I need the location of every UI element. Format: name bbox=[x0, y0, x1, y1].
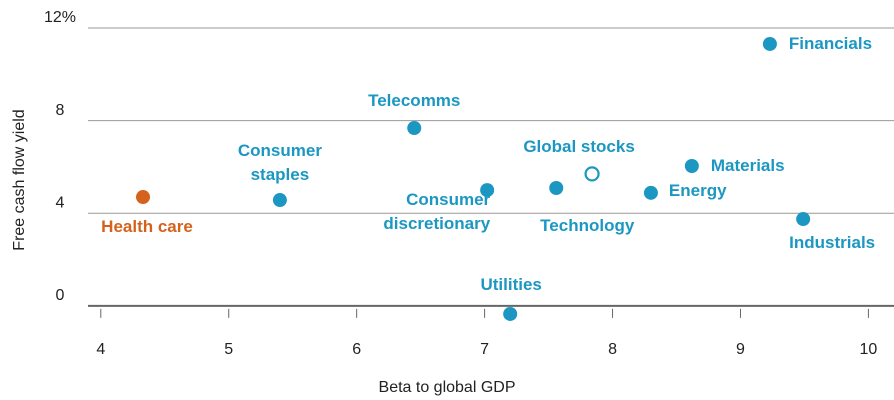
x-tick-label: 7 bbox=[480, 341, 489, 358]
point-label: Telecomms bbox=[368, 92, 460, 111]
x-tick-label: 9 bbox=[736, 341, 745, 358]
point bbox=[584, 166, 600, 182]
x-tick-label: 10 bbox=[860, 341, 878, 358]
y-tick-label: 4 bbox=[56, 194, 65, 211]
point-label: Technology bbox=[540, 216, 635, 235]
point-label: Consumer staples bbox=[238, 142, 322, 185]
x-tick-label: 8 bbox=[608, 341, 617, 358]
point-label: Materials bbox=[711, 156, 785, 175]
point bbox=[407, 121, 422, 136]
y-tick-label: 12% bbox=[44, 9, 76, 26]
x-tick-label: 6 bbox=[352, 341, 361, 358]
point bbox=[549, 180, 564, 195]
point-label: Health care bbox=[101, 218, 193, 237]
y-axis-label: Free cash flow yield bbox=[11, 109, 28, 250]
x-tick-label: 4 bbox=[96, 341, 105, 358]
x-tick-label: 5 bbox=[224, 341, 233, 358]
y-tick-label: 0 bbox=[56, 287, 65, 304]
point bbox=[762, 36, 777, 51]
point bbox=[136, 190, 151, 205]
point bbox=[796, 212, 811, 227]
point-label: Global stocks bbox=[523, 137, 634, 156]
point bbox=[643, 185, 658, 200]
point-label: Industrials bbox=[789, 234, 875, 253]
point-label: Utilities bbox=[480, 275, 541, 294]
point bbox=[684, 158, 699, 173]
point bbox=[503, 306, 518, 321]
point bbox=[480, 183, 495, 198]
point bbox=[272, 193, 287, 208]
point-label: Energy bbox=[669, 181, 727, 200]
point-label: Consumer discretionary bbox=[383, 191, 490, 234]
x-axis-label: Beta to global GDP bbox=[379, 379, 516, 396]
y-tick-label: 8 bbox=[56, 102, 65, 119]
point-label: Financials bbox=[789, 34, 872, 53]
